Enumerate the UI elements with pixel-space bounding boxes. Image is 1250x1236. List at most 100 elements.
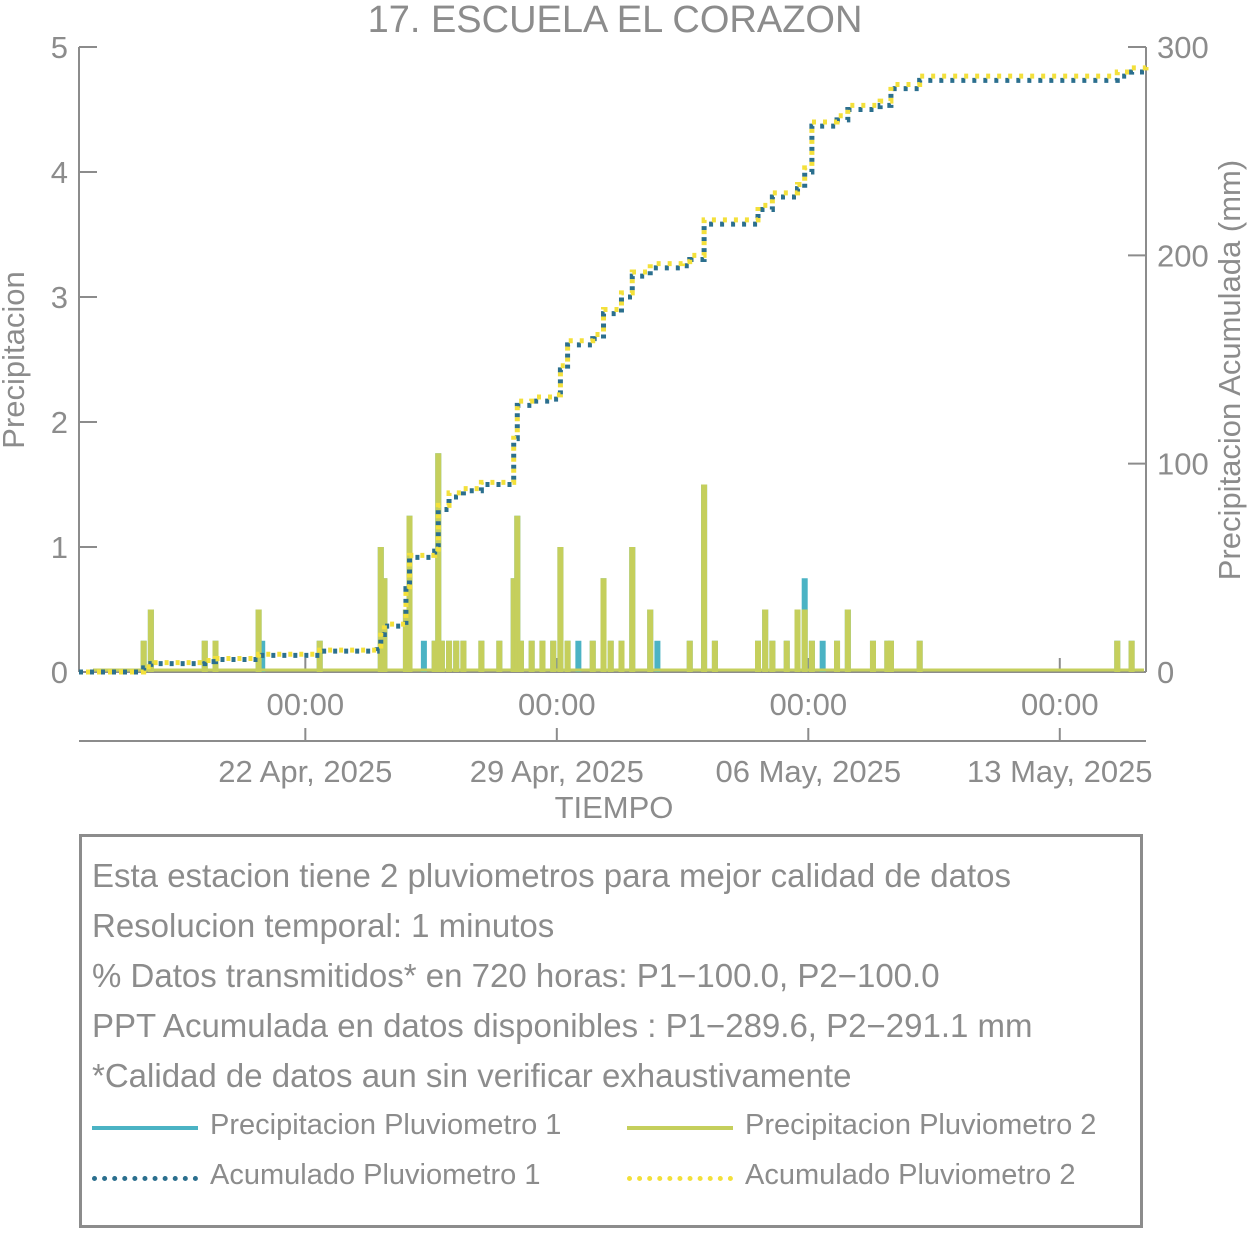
info-line-accumulated: PPT Acumulada en datos disponibles : P1−… [92,1007,1033,1044]
right-tick-label: 200 [1157,238,1209,273]
right-tick-label: 100 [1157,447,1209,482]
bar-p2 [887,640,894,672]
bar-p2 [539,640,546,672]
bar-p2 [431,640,438,672]
chart-title: 17. ESCUELA EL CORAZON [368,0,863,41]
left-tick-label: 0 [51,655,68,690]
x-tick-time-label: 00:00 [518,687,596,722]
info-box: Esta estacion tiene 2 pluviometros para … [79,834,1143,1228]
legend-label-p2: Precipitacion Pluviometro 2 [745,1109,1097,1141]
bar-p2 [438,640,445,672]
bar-p2 [783,640,790,672]
bar-p2 [517,640,524,672]
bar-p2 [402,609,409,672]
bar-p2 [510,578,517,672]
info-line-transmitted: % Datos transmitidos* en 720 horas: P1−1… [92,957,940,994]
info-line-resolution: Resolucion temporal: 1 minutos [92,907,555,944]
x-tick-time-label: 00:00 [1021,687,1099,722]
bar-p2 [618,640,625,672]
cumulative-line-p1 [79,68,1149,675]
bar-p2 [808,640,815,672]
cumulative-line-p2 [79,65,1149,675]
bar-p2 [528,640,535,672]
bar-p2 [478,640,485,672]
x-ticks: 00:00 22 Apr, 2025 00:00 29 Apr, 2025 00:00 0… [218,658,1153,789]
legend-swatch-acum1 [92,1176,198,1181]
bar-p2 [686,640,693,672]
legend-item-p2: Precipitacion Pluviometro 2 [627,1109,1127,1145]
legend-item-acum1: Acumulado Pluviometro 1 [92,1159,592,1195]
legend-label-p1: Precipitacion Pluviometro 1 [210,1109,562,1141]
bar-p2 [453,640,460,672]
legend-label-acum2: Acumulado Pluviometro 2 [745,1159,1076,1191]
y-axis-label-right: Precipitacion Acumulada (mm) [1212,160,1247,580]
bar-p2 [589,640,596,672]
right-y-ticks: 0 100 200 300 [1128,30,1209,690]
x-tick-date-label: 22 Apr, 2025 [218,754,392,789]
bar-p2 [647,609,654,672]
bar-p2 [406,515,413,672]
legend-swatch-acum2 [627,1176,733,1181]
bar-p1 [575,640,582,672]
bar-p2 [381,578,388,672]
x-tick-time-label: 00:00 [770,687,848,722]
x-tick-time-label: 00:00 [267,687,345,722]
bar-p2 [1114,640,1121,672]
right-tick-label: 0 [1157,655,1174,690]
bar-p2 [711,640,718,672]
legend-item-p1: Precipitacion Pluviometro 1 [92,1109,592,1145]
bar-p1 [654,640,661,672]
left-tick-label: 4 [51,155,68,190]
bar-p2 [460,640,467,672]
x-tick-date-label: 06 May, 2025 [716,754,902,789]
bar-p2 [514,515,521,672]
legend-label-acum1: Acumulado Pluviometro 1 [210,1159,541,1191]
bar-p2 [755,640,761,672]
bar-p2 [255,609,262,672]
bar-p2 [801,609,808,672]
left-tick-label: 1 [51,530,68,565]
left-y-ticks: 0 1 2 3 4 5 [51,30,97,690]
bar-p2 [629,547,636,672]
bar-p2 [607,640,614,672]
left-tick-label: 2 [51,405,68,440]
right-tick-label: 300 [1157,30,1209,65]
info-line-stations: Esta estacion tiene 2 pluviometros para … [92,857,1012,894]
bar-p2 [769,640,776,672]
info-line-quality-note: *Calidad de datos aun sin verificar exha… [92,1057,852,1094]
x-tick-date-label: 29 Apr, 2025 [470,754,644,789]
bar-p2 [844,609,851,672]
legend-swatch-p2 [627,1126,733,1130]
bar-p2 [496,640,503,672]
bar-p2 [446,640,453,672]
bar-p2 [794,609,801,672]
bar-p2 [147,609,154,672]
bar-p2 [869,640,876,672]
x-axis-label: TIEMPO [555,790,674,825]
bar-p2 [600,578,607,672]
bar-p2 [316,640,323,672]
precipitation-chart: 17. ESCUELA EL CORAZON 0 1 2 3 4 5 0 100 200 300… [0,0,1247,825]
y-axis-label-left: Precipitacion [0,271,31,448]
bar-p2 [140,640,147,672]
bar-p2 [564,640,571,672]
bar-p2 [377,547,384,672]
bar-p1 [819,640,826,672]
bar-p2 [1128,640,1135,672]
legend-swatch-p1 [92,1126,198,1130]
left-tick-label: 5 [51,30,68,65]
bar-p2 [884,640,891,672]
bar-p1 [420,640,427,672]
bar-p2 [557,547,564,672]
bar-p2 [701,484,708,672]
precipitation-bars [93,453,1144,672]
left-tick-label: 3 [51,280,68,315]
legend-item-acum2: Acumulado Pluviometro 2 [627,1159,1127,1195]
bar-p2 [916,640,923,672]
cumulative-lines [79,65,1149,675]
bar-p2 [201,640,208,672]
bar-p2 [550,640,557,672]
axes [78,47,1147,742]
x-tick-date-label: 13 May, 2025 [967,754,1153,789]
bar-p2 [762,609,769,672]
